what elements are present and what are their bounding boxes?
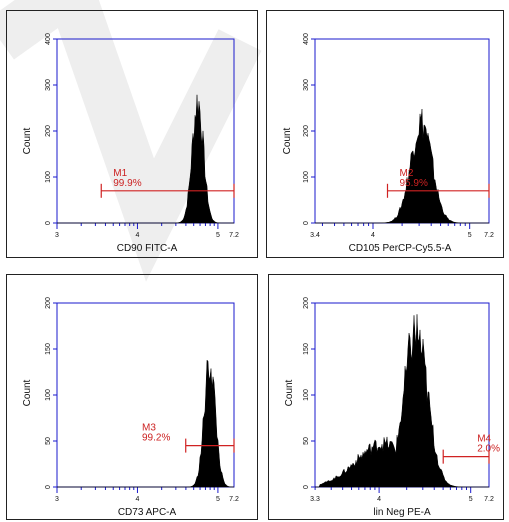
y-axis-label: Count xyxy=(22,379,33,406)
x-tick-label: 3 xyxy=(55,232,59,239)
histogram-chart-lin-neg: Count lin Neg PE-A 0 50 100 150 200 3.3 4 5 7.2 M… xyxy=(284,297,500,518)
y-tick-label: 0 xyxy=(45,221,52,225)
y-tick-label: 200 xyxy=(303,297,310,309)
y-tick-label: 150 xyxy=(303,343,310,355)
histogram-panel-lin-neg: Count lin Neg PE-A 0 50 100 150 200 3.3 4 5 7.2 M… xyxy=(268,274,504,520)
histogram-chart-cd73: Count CD73 APC-A 0 50 100 150 200 3 4 5 7.2 M399.… xyxy=(22,297,239,518)
histogram-series xyxy=(57,359,234,488)
histogram-series xyxy=(315,108,489,224)
marker-name-label: M4 xyxy=(477,434,491,445)
histogram-chart-cd90: Count CD90 FITC-A 0 100 200 300 400 3 4 5 7.2 M19… xyxy=(22,33,239,254)
y-tick-label: 0 xyxy=(303,221,310,225)
x-tick-label: 4 xyxy=(371,232,375,239)
y-tick-label: 50 xyxy=(45,437,52,445)
y-tick-label: 50 xyxy=(303,437,310,445)
y-tick-label: 0 xyxy=(45,485,52,489)
y-tick-label: 100 xyxy=(45,389,52,401)
marker-name-label: M2 xyxy=(399,168,413,179)
x-tick-label: 4 xyxy=(136,496,140,503)
marker-percent-label: 2.0% xyxy=(477,444,500,455)
y-tick-label: 300 xyxy=(303,79,310,91)
y-tick-label: 200 xyxy=(45,297,52,309)
x-tick-label: 3.3 xyxy=(310,496,320,503)
histogram-panel-cd105: Count CD105 PerCP-Cy5.5-A 0 100 200 300 400 3… xyxy=(266,10,504,258)
x-tick-label: 5 xyxy=(216,496,220,503)
x-tick-label: 4 xyxy=(136,232,140,239)
x-tick-label: 7.2 xyxy=(484,496,494,503)
x-axis-label: CD73 APC-A xyxy=(118,507,177,518)
x-axis-label: CD105 PerCP-Cy5.5-A xyxy=(349,243,452,254)
marker-name-label: M1 xyxy=(113,168,127,179)
histogram-panel-cd90: Count CD90 FITC-A 0 100 200 300 400 3 4 5 7.2 M1 9… xyxy=(6,10,258,258)
x-tick-label: 5 xyxy=(468,232,472,239)
y-axis-label: Count xyxy=(284,379,295,406)
x-tick-label: 3 xyxy=(55,496,59,503)
marker-name-label: M3 xyxy=(142,423,156,434)
histogram-series xyxy=(57,94,234,224)
x-axis-label: lin Neg PE-A xyxy=(373,507,431,518)
histogram-chart-cd105: Count CD105 PerCP-Cy5.5-A 0 100 200 300 400 3… xyxy=(282,33,494,254)
y-tick-label: 200 xyxy=(303,125,310,137)
y-tick-label: 0 xyxy=(303,485,310,489)
y-tick-label: 100 xyxy=(303,171,310,183)
x-tick-label: 7.2 xyxy=(484,232,494,239)
y-tick-label: 100 xyxy=(303,389,310,401)
x-tick-label: 5 xyxy=(216,232,220,239)
marker-percent-label: 95.9% xyxy=(399,178,427,189)
x-tick-label: 5 xyxy=(469,496,473,503)
y-tick-label: 400 xyxy=(303,33,310,45)
histogram-series xyxy=(315,314,489,488)
histogram-panel-cd73: Count CD73 APC-A 0 50 100 150 200 3 4 5 7.2 M3 99.… xyxy=(6,274,258,520)
marker-percent-label: 99.2% xyxy=(142,433,170,444)
x-tick-label: 3.4 xyxy=(310,232,320,239)
marker-percent-label: 99.9% xyxy=(113,178,141,189)
x-tick-label: 7.2 xyxy=(229,232,239,239)
x-tick-label: 4 xyxy=(377,496,381,503)
y-axis-label: Count xyxy=(282,127,293,154)
y-axis-label: Count xyxy=(22,127,33,154)
y-tick-label: 100 xyxy=(45,171,52,183)
x-axis-label: CD90 FITC-A xyxy=(117,243,178,254)
x-tick-label: 7.2 xyxy=(229,496,239,503)
y-tick-label: 300 xyxy=(45,79,52,91)
y-tick-label: 150 xyxy=(45,343,52,355)
y-tick-label: 200 xyxy=(45,125,52,137)
plot-frame xyxy=(314,38,490,224)
y-tick-label: 400 xyxy=(45,33,52,45)
